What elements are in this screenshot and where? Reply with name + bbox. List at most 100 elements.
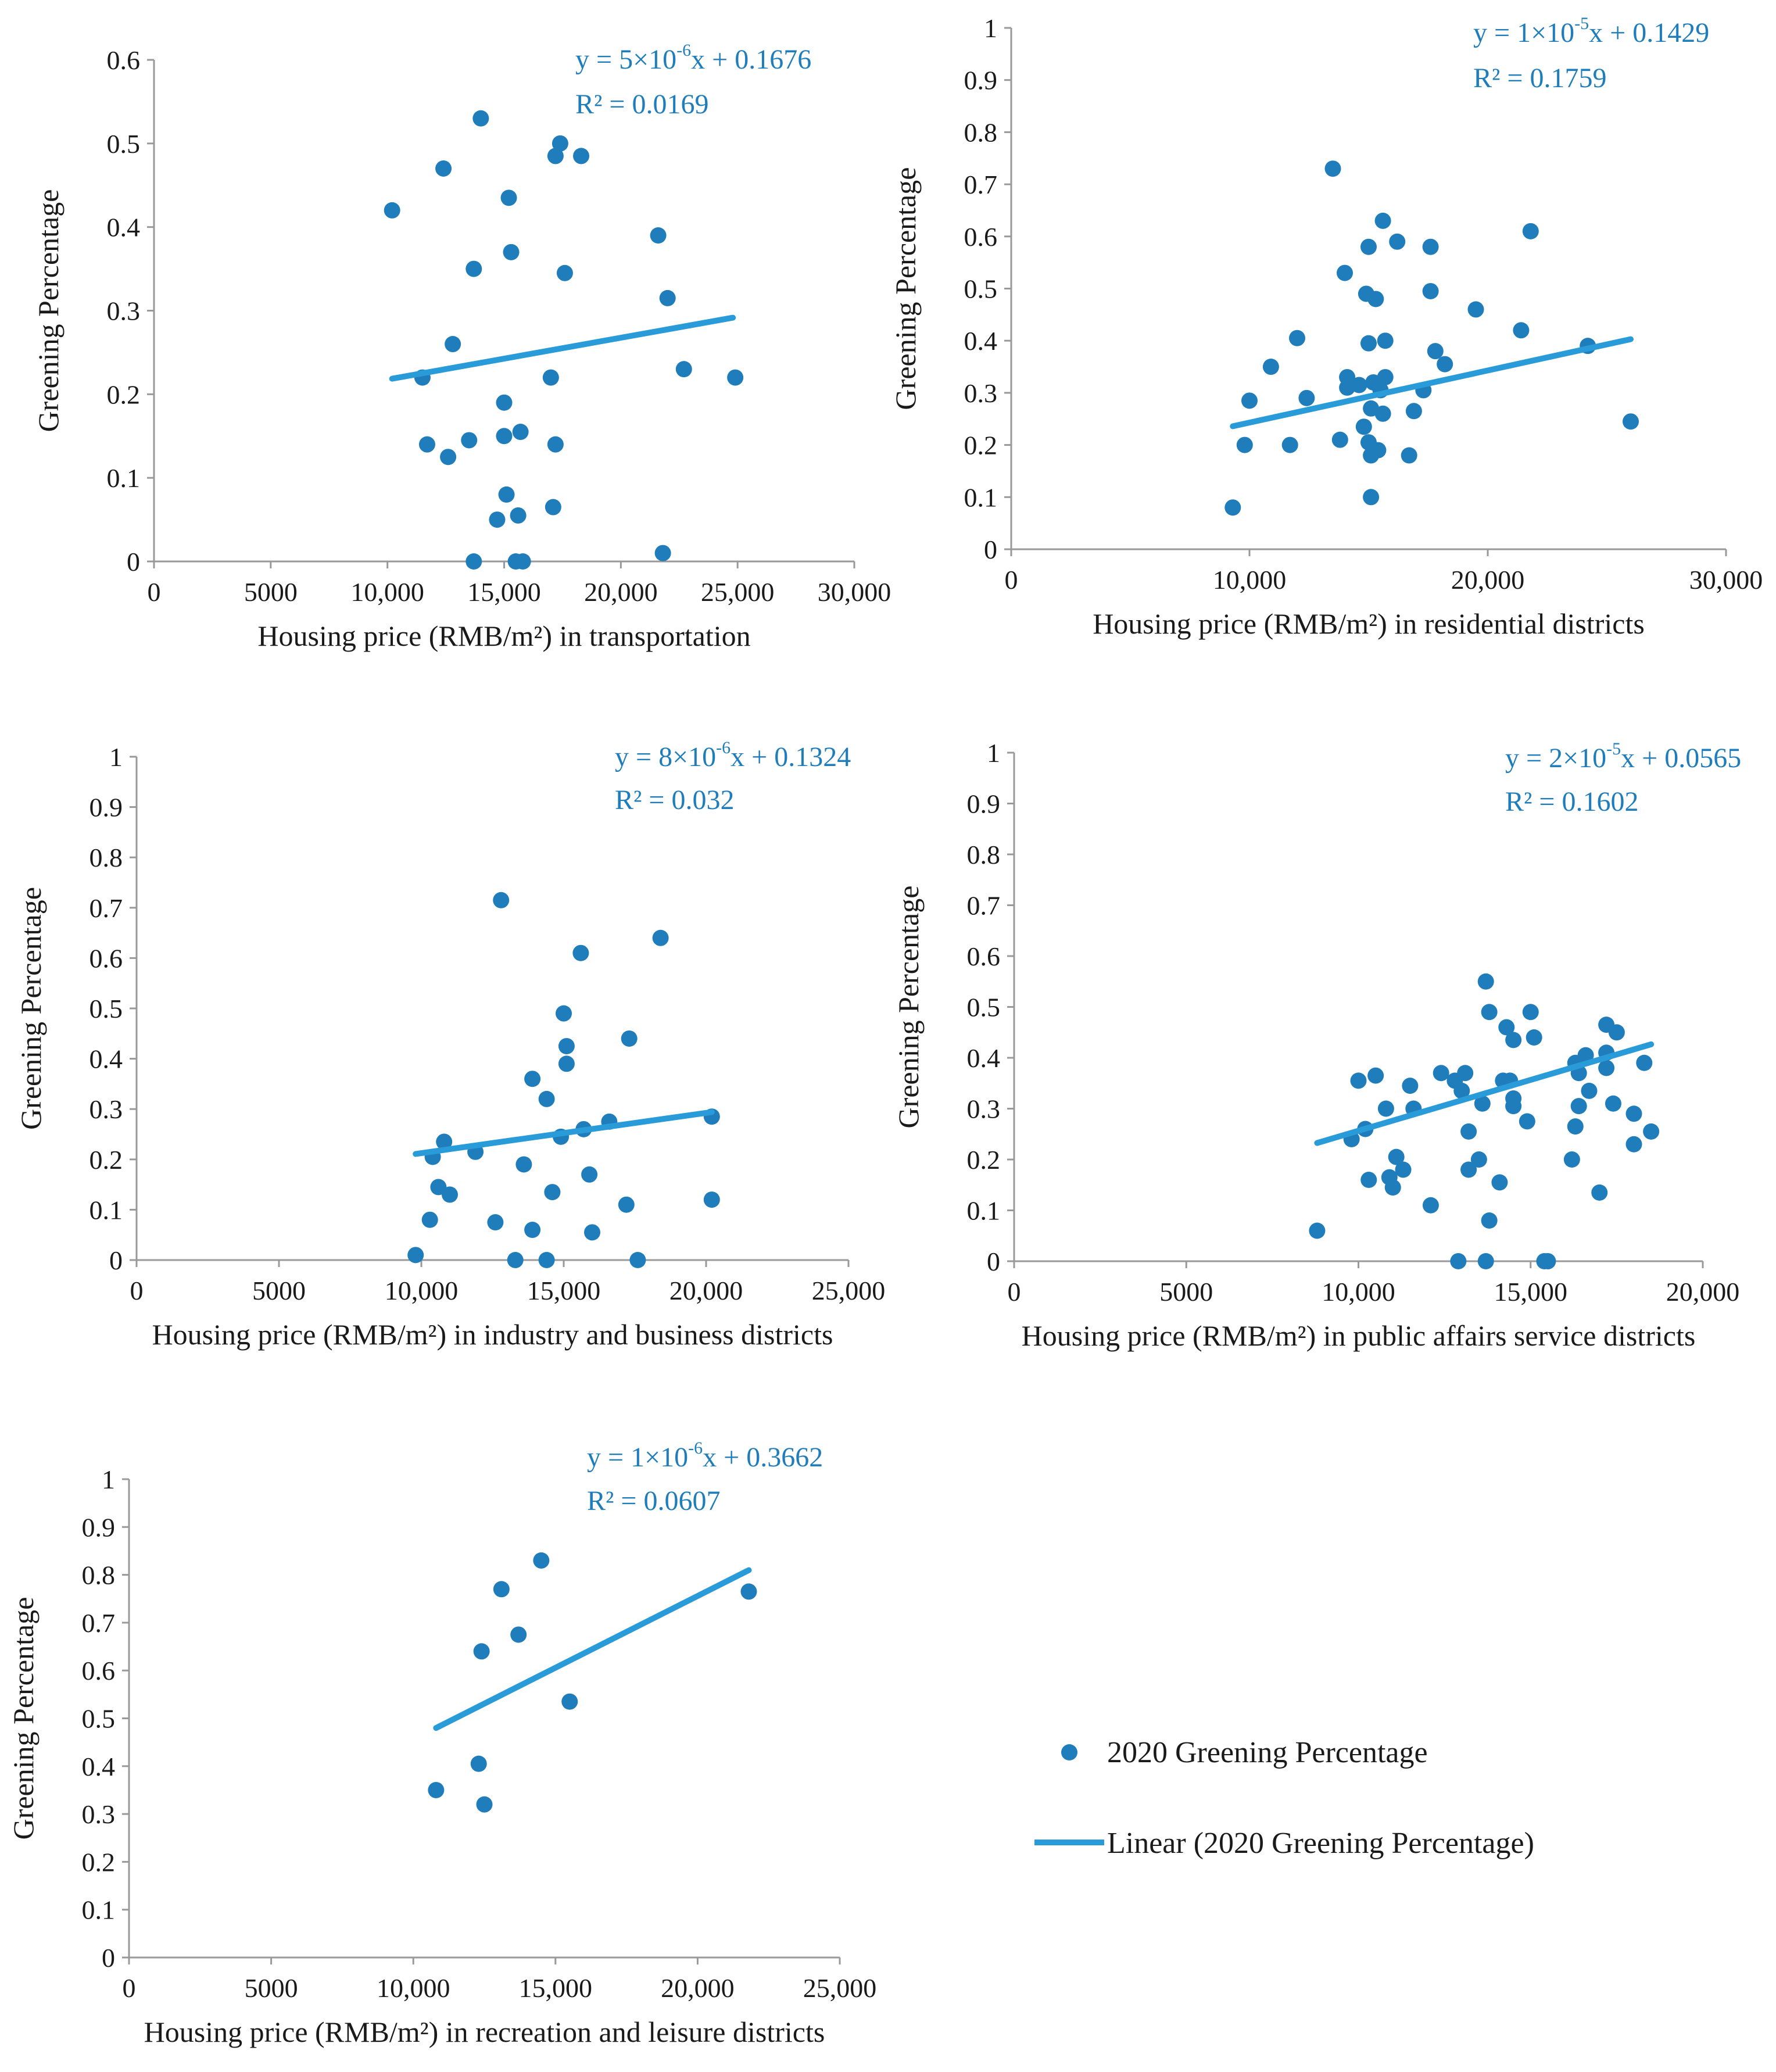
data-point [418,436,435,453]
data-point [552,135,568,152]
y-tick-label: 0.4 [107,213,141,242]
chart-residential: 0 0.1 0.2 0.3 0.4 0.5 0.6 0.7 0.8 0.9 1 0 10,000 20,0… [889,13,1763,640]
data-point [650,227,667,244]
data-point [407,1247,424,1264]
chart-transportation: 0 0.1 0.2 0.3 0.4 0.5 0.6 0 5000 10,000 15,000 20,0… [32,41,891,652]
y-tick-label: 0.7 [964,170,998,199]
y-tick-label: 0.9 [89,793,123,822]
data-point [1405,403,1422,420]
y-tick-label: 0.9 [967,789,1001,819]
y-tick-label: 0.1 [107,463,141,493]
data-point [1474,1095,1491,1112]
data-point [556,264,573,281]
data-point [1395,1161,1412,1178]
y-tick-label: 0.1 [82,1895,116,1925]
y-tick-label: 0.2 [107,380,141,409]
y-tick-label: 0.3 [107,296,141,326]
data-point [1363,489,1380,506]
data-point [1367,1067,1384,1084]
data-point [476,1796,493,1813]
data-point [384,202,400,219]
data-point [1427,343,1444,360]
r-squared: R² = 0.0169 [575,89,708,120]
data-point [675,361,692,378]
y-tick-label: 0.8 [89,843,123,872]
chart-public-affairs: 0 0.1 0.2 0.3 0.4 0.5 0.6 0.7 0.8 0.9 1 0 5000 10,000… [892,738,1741,1352]
data-point [1636,1054,1653,1071]
trend-line [1230,336,1634,430]
data-point [524,1222,541,1239]
data-point [1623,413,1639,430]
x-tick-label: 20,000 [1451,565,1525,595]
data-point [1539,1253,1556,1269]
x-tick-label: 15,000 [527,1276,601,1305]
y-tick-label: 0.3 [964,378,998,408]
y-tick-label: 0 [987,1247,1000,1276]
data-point [445,336,461,353]
y-tick-label: 1 [102,1465,115,1494]
data-point [489,511,506,528]
data-point [472,110,489,127]
data-point [1477,973,1494,990]
data-point [473,1643,490,1660]
data-point [1526,1029,1542,1046]
data-point [1581,1082,1598,1099]
x-tick-label: 0 [148,577,161,607]
data-point [440,449,457,466]
y-tick-label: 0.4 [89,1044,123,1074]
data-point [515,1156,532,1173]
x-tick-label: 10,000 [385,1276,459,1305]
data-point [1374,212,1391,229]
data-point [1605,1095,1621,1112]
y-tick-label: 0.5 [964,274,998,304]
x-tick-label: 30,000 [818,577,891,607]
data-point [1298,389,1315,406]
y-tick-label: 0.6 [967,942,1001,971]
y-tick-label: 0 [127,547,140,577]
data-point [561,1693,578,1710]
y-tick-label: 0.3 [82,1799,116,1829]
y-tick-label: 0.2 [964,431,998,460]
y-tick-label: 0.7 [967,891,1001,921]
trend-line [1314,1041,1655,1146]
y-tick-label: 0.2 [82,1847,116,1877]
y-tick-label: 0.1 [89,1195,123,1225]
data-point [1481,1004,1498,1021]
data-point [533,1552,550,1569]
data-point [1625,1136,1642,1153]
data-point [503,244,520,260]
data-point [545,499,561,516]
y-axis-title: Greening Percentage [7,1597,40,1840]
data-point [1241,392,1258,409]
y-tick-label: 0.2 [967,1145,1001,1175]
data-point [1351,377,1367,393]
data-point [703,1191,720,1208]
data-point [581,1166,598,1183]
data-point [498,486,515,503]
legend-marker [1061,1744,1077,1760]
data-point [1591,1184,1608,1201]
x-axis-title: Housing price (RMB/m²) in residential di… [1093,607,1645,640]
data-point [510,507,527,524]
legend-marker-label: 2020 Greening Percentage [1107,1736,1428,1769]
y-tick-label: 0.7 [89,893,123,923]
data-point [1422,282,1439,299]
data-point [1388,1148,1405,1165]
data-point [1422,238,1439,255]
data-point [538,1090,555,1107]
data-point [1324,160,1341,177]
data-point [1377,368,1394,385]
data-point [542,369,559,386]
y-tick-label: 0.2 [89,1145,123,1175]
y-axis-title: Greening Percentage [889,167,922,410]
y-tick-label: 0 [102,1943,115,1973]
data-point [1367,291,1384,307]
data-point [1337,264,1353,281]
data-point [1377,332,1394,349]
y-tick-label: 0.5 [82,1704,116,1734]
y-tick-label: 0.6 [964,222,998,252]
data-point [436,1133,453,1150]
data-point [496,428,513,445]
trend-line [413,1109,715,1157]
x-axis-title: Housing price (RMB/m²) in recreation and… [144,2016,825,2048]
